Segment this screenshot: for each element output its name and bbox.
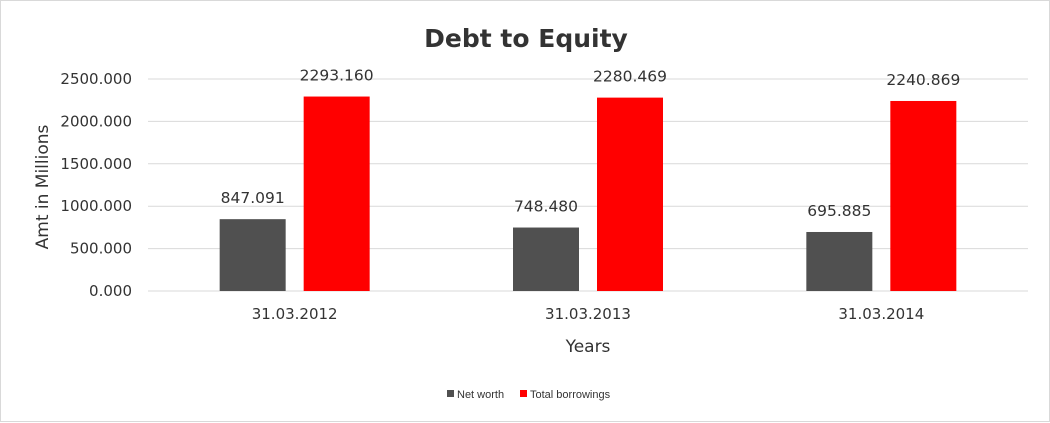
bar — [597, 97, 663, 291]
legend-swatch — [447, 390, 454, 397]
legend-label: Net worth — [457, 389, 504, 401]
gridlines — [148, 78, 1028, 292]
y-tick-label: 1500.000 — [60, 155, 132, 173]
bar — [806, 231, 873, 291]
bars — [219, 96, 957, 292]
bar — [513, 227, 579, 291]
data-label: 2240.869 — [886, 71, 960, 89]
legend: Net worth Total borrowings — [447, 389, 611, 401]
y-tick-label: 500.000 — [70, 240, 132, 258]
y-tick-label: 2000.000 — [60, 112, 132, 130]
data-label: 2293.160 — [300, 67, 374, 85]
y-axis-ticks: 0.000 500.000 1000.000 1500.000 2000.000 2500… — [60, 70, 132, 300]
y-axis-title: Amt in Millions — [33, 124, 53, 249]
chart-title: Debt to Equity — [424, 24, 628, 53]
y-tick-label: 1000.000 — [60, 197, 132, 215]
x-axis-ticks: 31.03.2012 31.03.2013 31.03.2014 — [252, 305, 925, 323]
x-tick-label: 31.03.2013 — [545, 305, 631, 323]
data-label: 847.091 — [221, 189, 285, 207]
bar — [219, 219, 286, 291]
x-tick-label: 31.03.2012 — [252, 305, 338, 323]
x-axis-title: Years — [565, 337, 611, 357]
x-tick-label: 31.03.2014 — [838, 305, 924, 323]
y-tick-label: 2500.000 — [60, 70, 132, 88]
data-label: 695.885 — [807, 202, 871, 220]
bar — [890, 100, 957, 292]
legend-swatch — [520, 390, 527, 397]
bar — [303, 96, 370, 291]
legend-label: Total borrowings — [530, 389, 611, 401]
data-label: 748.480 — [514, 198, 578, 216]
y-tick-label: 0.000 — [89, 282, 132, 300]
data-label: 2280.469 — [593, 68, 667, 86]
data-labels: 847.091 2293.160 748.480 2280.469 695.885 224… — [221, 67, 961, 220]
